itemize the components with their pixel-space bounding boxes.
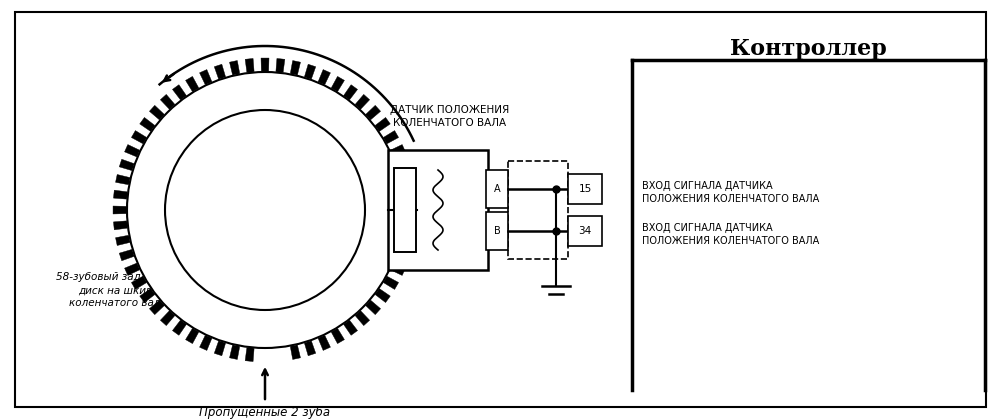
Polygon shape xyxy=(172,319,187,335)
Polygon shape xyxy=(245,347,254,362)
Polygon shape xyxy=(185,328,199,344)
Text: Контроллер: Контроллер xyxy=(730,38,887,60)
Polygon shape xyxy=(124,263,140,275)
Polygon shape xyxy=(160,94,175,110)
Polygon shape xyxy=(131,131,147,144)
Bar xyxy=(568,174,602,204)
Polygon shape xyxy=(374,288,390,303)
Polygon shape xyxy=(229,60,240,76)
Polygon shape xyxy=(401,221,416,230)
Bar xyxy=(394,168,416,252)
Polygon shape xyxy=(199,334,212,350)
Polygon shape xyxy=(354,94,369,110)
Polygon shape xyxy=(131,276,147,290)
Polygon shape xyxy=(399,175,414,185)
Polygon shape xyxy=(331,76,344,92)
Polygon shape xyxy=(401,190,416,199)
Bar xyxy=(486,170,508,208)
Polygon shape xyxy=(290,344,300,360)
Circle shape xyxy=(127,72,403,348)
Polygon shape xyxy=(304,340,315,356)
Bar xyxy=(388,150,488,270)
Polygon shape xyxy=(403,206,417,214)
Polygon shape xyxy=(214,340,226,356)
Polygon shape xyxy=(149,300,165,315)
Bar xyxy=(486,212,508,250)
Text: Пропущенные 2 зуба: Пропущенные 2 зуба xyxy=(199,406,330,419)
Polygon shape xyxy=(382,276,398,290)
Polygon shape xyxy=(113,190,128,199)
Polygon shape xyxy=(185,76,199,92)
Polygon shape xyxy=(276,59,285,73)
Polygon shape xyxy=(261,58,269,72)
Polygon shape xyxy=(317,70,330,85)
Polygon shape xyxy=(389,263,405,275)
Polygon shape xyxy=(304,64,315,80)
Polygon shape xyxy=(374,117,390,132)
Polygon shape xyxy=(229,344,240,360)
Polygon shape xyxy=(172,85,187,101)
Text: 58-зубовый задающий
диск на шкиве
коленчатого вала: 58-зубовый задающий диск на шкиве коленч… xyxy=(56,272,179,308)
Polygon shape xyxy=(382,131,398,144)
Polygon shape xyxy=(149,105,165,120)
Polygon shape xyxy=(395,249,410,261)
Bar xyxy=(508,161,568,259)
Text: A: A xyxy=(493,184,500,194)
Polygon shape xyxy=(365,300,380,315)
Polygon shape xyxy=(343,85,357,101)
Polygon shape xyxy=(115,175,131,185)
Bar xyxy=(568,216,602,246)
Text: ВХОД СИГНАЛА ДАТЧИКА
ПОЛОЖЕНИЯ КОЛЕНЧАТОГО ВАЛА: ВХОД СИГНАЛА ДАТЧИКА ПОЛОЖЕНИЯ КОЛЕНЧАТО… xyxy=(642,181,819,204)
Text: ВХОД СИГНАЛА ДАТЧИКА
ПОЛОЖЕНИЯ КОЛЕНЧАТОГО ВАЛА: ВХОД СИГНАЛА ДАТЧИКА ПОЛОЖЕНИЯ КОЛЕНЧАТО… xyxy=(642,223,819,246)
Polygon shape xyxy=(395,159,410,171)
Text: ДАТЧИК ПОЛОЖЕНИЯ
КОЛЕНЧАТОГО ВАЛА: ДАТЧИК ПОЛОЖЕНИЯ КОЛЕНЧАТОГО ВАЛА xyxy=(390,105,510,128)
Text: B: B xyxy=(493,226,500,236)
Polygon shape xyxy=(119,159,135,171)
Polygon shape xyxy=(124,145,140,157)
Polygon shape xyxy=(331,328,344,344)
Text: 15: 15 xyxy=(579,184,592,194)
Polygon shape xyxy=(399,235,414,246)
Polygon shape xyxy=(214,64,226,80)
Polygon shape xyxy=(119,249,135,261)
Polygon shape xyxy=(245,59,254,73)
Polygon shape xyxy=(160,310,175,326)
Polygon shape xyxy=(115,235,131,246)
Polygon shape xyxy=(317,334,330,350)
Polygon shape xyxy=(389,145,405,157)
Text: 34: 34 xyxy=(579,226,592,236)
Circle shape xyxy=(111,56,419,364)
Polygon shape xyxy=(290,60,300,76)
Polygon shape xyxy=(140,117,155,132)
Polygon shape xyxy=(343,319,357,335)
Polygon shape xyxy=(354,310,369,326)
Polygon shape xyxy=(365,105,380,120)
Polygon shape xyxy=(113,221,128,230)
Polygon shape xyxy=(199,70,212,85)
Polygon shape xyxy=(113,206,127,214)
Polygon shape xyxy=(140,288,155,303)
